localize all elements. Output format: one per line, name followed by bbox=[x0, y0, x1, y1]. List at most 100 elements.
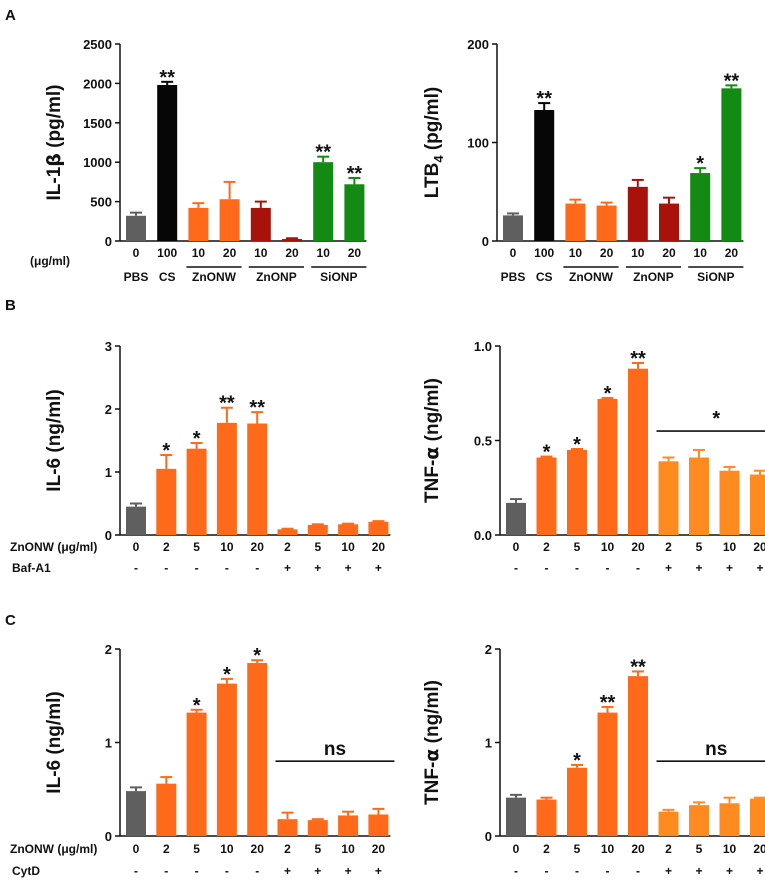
bar bbox=[368, 521, 389, 535]
row-label-dose: ZnONW (μg/ml) bbox=[10, 842, 97, 856]
bar bbox=[503, 215, 523, 241]
x-tick-label: 2 bbox=[665, 842, 672, 856]
treatment-sign: - bbox=[575, 561, 579, 575]
x-tick-label: 0 bbox=[510, 246, 517, 260]
x-tick-label: 0 bbox=[513, 842, 520, 856]
bar bbox=[719, 470, 740, 535]
significance-star: * bbox=[573, 434, 581, 456]
treatment-sign: - bbox=[134, 561, 138, 575]
x-tick-label: 5 bbox=[696, 540, 703, 554]
treatment-sign: - bbox=[255, 864, 259, 878]
significance-star: * bbox=[162, 440, 170, 462]
significance-star: ** bbox=[600, 692, 616, 714]
x-tick-label: 20 bbox=[753, 842, 765, 856]
significance-star: * bbox=[696, 153, 704, 175]
treatment-sign: - bbox=[134, 864, 138, 878]
bar bbox=[126, 215, 146, 241]
x-tick-label: 10 bbox=[569, 246, 583, 260]
y-tick-label: 1 bbox=[105, 736, 112, 751]
group-label: ZnONW bbox=[192, 270, 237, 284]
x-tick-label: 2 bbox=[284, 540, 291, 554]
treatment-sign: + bbox=[345, 864, 352, 878]
x-tick-label: 5 bbox=[574, 540, 581, 554]
treatment-sign: - bbox=[606, 561, 610, 575]
y-tick-label: 1.0 bbox=[474, 339, 492, 354]
x-tick-label: 2 bbox=[163, 842, 170, 856]
x-tick-label: 5 bbox=[314, 540, 321, 554]
group-label: PBS bbox=[124, 270, 149, 284]
bar bbox=[219, 199, 240, 241]
x-tick-label: 2 bbox=[543, 842, 550, 856]
bar bbox=[597, 398, 618, 535]
bracket-label: * bbox=[712, 408, 720, 430]
x-tick-label: 10 bbox=[192, 246, 206, 260]
bar bbox=[307, 820, 328, 836]
group-label: SiONP bbox=[320, 270, 357, 284]
x-tick-label: 10 bbox=[723, 842, 737, 856]
treatment-sign: - bbox=[545, 561, 549, 575]
treatment-sign: + bbox=[314, 561, 321, 575]
x-tick-label: 10 bbox=[694, 246, 708, 260]
x-tick-label: 20 bbox=[372, 842, 386, 856]
treatment-sign: - bbox=[636, 561, 640, 575]
chart-2: 0 100 200 LTB4 (pg/ml) 0 ** 100 10 20 10 20 * 10 ** 20… bbox=[422, 37, 744, 284]
x-tick-label: 20 bbox=[223, 246, 237, 260]
treatment-sign: + bbox=[314, 864, 321, 878]
bar bbox=[596, 205, 617, 241]
bar bbox=[368, 814, 389, 836]
panel-letter-a: A bbox=[5, 7, 16, 24]
treatment-sign: - bbox=[545, 864, 549, 878]
y-tick-label: 0.0 bbox=[474, 528, 492, 543]
x-tick-label: 10 bbox=[220, 842, 234, 856]
group-label: PBS bbox=[501, 270, 526, 284]
bar bbox=[344, 184, 365, 241]
y-axis-title: IL-6 (ng/ml) bbox=[44, 691, 65, 793]
bar bbox=[506, 797, 526, 836]
x-tick-label: 10 bbox=[723, 540, 737, 554]
y-tick-label: 0 bbox=[485, 829, 492, 844]
y-tick-label: 0 bbox=[105, 528, 112, 543]
significance-star: ** bbox=[159, 67, 175, 89]
treatment-sign: - bbox=[225, 864, 229, 878]
bar bbox=[627, 186, 648, 241]
treatment-sign: + bbox=[345, 561, 352, 575]
y-tick-label: 1 bbox=[485, 736, 492, 751]
bar bbox=[338, 815, 359, 836]
treatment-sign: + bbox=[695, 864, 702, 878]
significance-star: * bbox=[604, 383, 612, 405]
treatment-sign: + bbox=[756, 561, 763, 575]
x-tick-label: 20 bbox=[372, 540, 386, 554]
bar bbox=[658, 811, 679, 836]
x-tick-label: 20 bbox=[251, 540, 265, 554]
treatment-sign: - bbox=[195, 561, 199, 575]
bar bbox=[565, 203, 586, 241]
x-tick-label: 100 bbox=[157, 246, 177, 260]
y-tick-label: 2 bbox=[105, 642, 112, 657]
significance-star: * bbox=[223, 664, 231, 686]
row-label-treatment: CytD bbox=[12, 864, 40, 878]
x-tick-label: 0 bbox=[513, 540, 520, 554]
panel-letter-b: B bbox=[5, 297, 16, 314]
significance-star: ** bbox=[630, 656, 646, 678]
x-tick-label: 5 bbox=[193, 842, 200, 856]
y-axis-title: TNF-α (ng/ml) bbox=[421, 680, 443, 805]
bar bbox=[282, 239, 302, 241]
y-tick-label: 1500 bbox=[83, 116, 112, 131]
bar bbox=[216, 422, 237, 535]
y-tick-label: 0 bbox=[105, 234, 112, 249]
bar bbox=[750, 798, 765, 836]
y-tick-label: 1 bbox=[105, 465, 112, 480]
bar bbox=[126, 506, 146, 535]
x-tick-label: 20 bbox=[631, 842, 645, 856]
bar bbox=[534, 109, 555, 242]
bar bbox=[186, 712, 207, 836]
bracket-label: ns bbox=[324, 739, 346, 760]
x-tick-label: 20 bbox=[631, 540, 645, 554]
x-tick-label: 0 bbox=[133, 540, 140, 554]
bar bbox=[338, 524, 359, 535]
x-tick-label: 10 bbox=[631, 246, 645, 260]
x-tick-label: 20 bbox=[348, 246, 362, 260]
x-tick-label: 2 bbox=[665, 540, 672, 554]
x-tick-label: 20 bbox=[662, 246, 676, 260]
significance-star: ** bbox=[249, 397, 265, 419]
